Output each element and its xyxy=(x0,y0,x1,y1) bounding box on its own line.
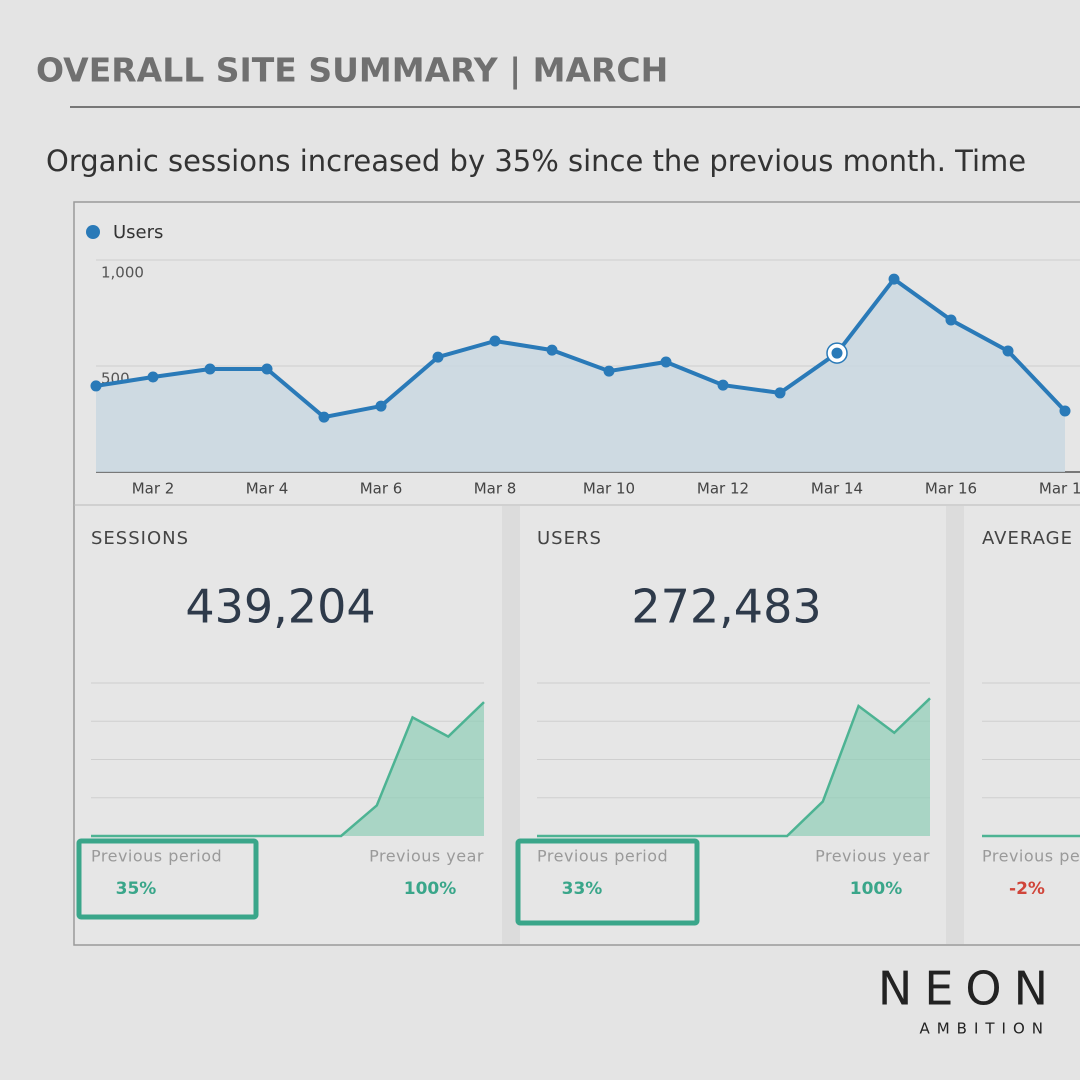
legend-label: Users xyxy=(113,222,163,243)
point xyxy=(546,344,558,356)
y-tick-label: 1,000 xyxy=(101,264,144,282)
point xyxy=(1002,345,1014,357)
x-tick-label: Mar 6 xyxy=(360,480,403,498)
x-tick-label: Mar 16 xyxy=(925,480,977,498)
x-tick-label: Mar 12 xyxy=(697,480,749,498)
point xyxy=(945,314,957,326)
point xyxy=(660,356,672,368)
line xyxy=(95,276,1067,420)
previous-period-value: 35% xyxy=(116,879,157,899)
card-value: 439,204 xyxy=(185,580,375,634)
logo-name: NEON xyxy=(878,962,1060,1016)
card-gap xyxy=(502,506,520,944)
previous-year-label: Previous year xyxy=(815,847,930,866)
sparkline-area xyxy=(537,698,930,836)
x-tick-label: Mar 2 xyxy=(132,480,175,498)
previous-period-label: Previous period xyxy=(982,847,1080,866)
card-label: SESSIONS xyxy=(91,528,189,549)
point xyxy=(147,371,159,383)
previous-period-label: Previous period xyxy=(91,847,222,866)
point xyxy=(774,387,786,399)
subtitle: Organic sessions increased by 35% since … xyxy=(46,144,1026,178)
previous-period-value: -2% xyxy=(1009,879,1045,899)
sparkline-area xyxy=(91,702,484,836)
legend-dot xyxy=(86,225,100,239)
area xyxy=(96,279,1065,472)
sparkline xyxy=(537,697,931,838)
previous-year-label: Previous year xyxy=(369,847,484,866)
point xyxy=(261,363,273,375)
point xyxy=(888,273,900,285)
x-tick-label: Mar 18 xyxy=(1039,480,1080,498)
point xyxy=(717,379,729,391)
previous-period-value: 33% xyxy=(562,879,603,899)
point xyxy=(432,351,444,363)
point xyxy=(831,347,843,359)
point xyxy=(489,335,501,347)
previous-period-label: Previous period xyxy=(537,847,668,866)
previous-year-value: 100% xyxy=(404,879,457,899)
point xyxy=(90,380,102,392)
card-gap xyxy=(946,506,964,944)
sparkline xyxy=(91,701,485,838)
card-label: USERS xyxy=(537,528,602,549)
previous-year-value: 100% xyxy=(850,879,903,899)
logo-tagline: AMBITION xyxy=(919,1020,1050,1038)
title: OVERALL SITE SUMMARY | MARCH xyxy=(36,51,668,90)
x-tick-label: Mar 4 xyxy=(246,480,289,498)
x-tick-label: Mar 8 xyxy=(474,480,517,498)
point xyxy=(318,411,330,423)
x-tick-label: Mar 10 xyxy=(583,480,635,498)
point xyxy=(375,400,387,412)
card-label: AVERAGE xyxy=(982,528,1073,549)
point xyxy=(1059,405,1071,417)
x-tick-label: Mar 14 xyxy=(811,480,863,498)
card-value: 272,483 xyxy=(631,580,821,634)
highlight-box xyxy=(515,838,700,926)
highlight-box xyxy=(76,838,259,920)
point xyxy=(204,363,216,375)
point xyxy=(603,365,615,377)
